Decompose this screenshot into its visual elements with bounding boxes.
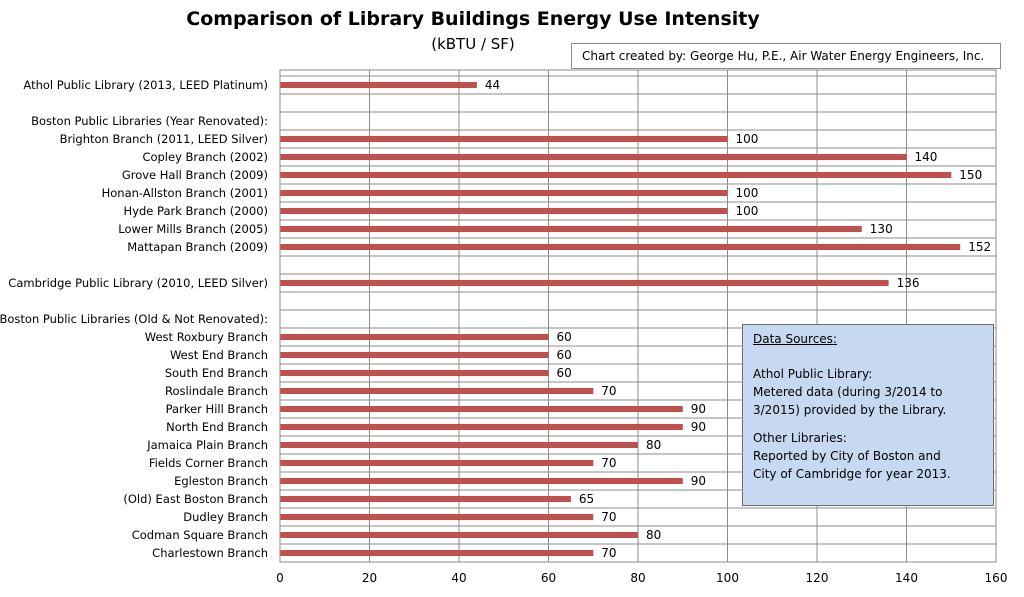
credit-box: Chart created by: George Hu, P.E., Air W…: [571, 43, 1001, 69]
chart-subtitle: (kBTU / SF): [431, 35, 515, 53]
data-label: 136: [897, 276, 920, 290]
category-label: West Roxbury Branch: [145, 330, 268, 344]
category-label: West End Branch: [170, 348, 268, 362]
athol-line-1: Metered data (during 3/2014 to: [753, 385, 943, 399]
data-label: 70: [601, 510, 616, 524]
bar: [280, 478, 683, 484]
category-label: Honan-Allston Branch (2001): [102, 186, 268, 200]
other-heading: Other Libraries:: [753, 431, 847, 445]
data-label: 90: [691, 474, 706, 488]
category-label: Hyde Park Branch (2000): [124, 204, 268, 218]
x-axis-ticks: 0 20 40 60 80 100 120 140 160: [276, 571, 1007, 585]
data-label: 140: [915, 150, 938, 164]
bar: [280, 226, 862, 232]
data-sources-box: Data Sources: Athol Public Library: Mete…: [742, 324, 994, 506]
data-label: 90: [691, 420, 706, 434]
bar: [280, 460, 594, 466]
spacer: [753, 419, 983, 429]
category-label: Cambridge Public Library (2010, LEED Sil…: [8, 276, 268, 290]
bar: [280, 352, 549, 358]
category-label: Brighton Branch (2011, LEED Silver): [60, 132, 268, 146]
category-label: Lower Mills Branch (2005): [118, 222, 268, 236]
bar: [280, 550, 594, 556]
category-label: Boston Public Libraries (Year Renovated)…: [31, 114, 268, 128]
bar: [280, 334, 549, 340]
category-label: Parker Hill Branch: [166, 402, 268, 416]
x-tick-label: 160: [985, 571, 1008, 585]
bar: [280, 442, 638, 448]
data-label: 152: [968, 240, 991, 254]
data-label: 70: [601, 384, 616, 398]
bar: [280, 406, 683, 412]
data-label: 65: [579, 492, 594, 506]
x-tick-label: 40: [451, 571, 466, 585]
data-label: 150: [959, 168, 982, 182]
category-label: Egleston Branch: [174, 474, 268, 488]
data-sources-title: Data Sources:: [753, 332, 837, 346]
athol-heading: Athol Public Library:: [753, 367, 873, 381]
data-labels: 44 100 140 150 100 100 130 152 136 60 60 60 70 90 90 80…: [485, 78, 991, 560]
data-label: 100: [736, 204, 759, 218]
category-label: Copley Branch (2002): [142, 150, 268, 164]
bar: [280, 154, 907, 160]
bar: [280, 514, 594, 520]
category-label: Athol Public Library (2013, LEED Platinu…: [23, 78, 268, 92]
data-label: 60: [557, 348, 572, 362]
category-label: (Old) East Boston Branch: [123, 492, 268, 506]
bar: [280, 244, 961, 250]
bar: [280, 280, 889, 286]
bar: [280, 388, 594, 394]
bar: [280, 190, 728, 196]
data-label: 60: [557, 366, 572, 380]
x-tick-label: 80: [630, 571, 645, 585]
bar: [280, 82, 477, 88]
data-label: 100: [736, 132, 759, 146]
bar: [280, 496, 571, 502]
data-label: 80: [646, 528, 661, 542]
bar: [280, 172, 952, 178]
category-label: South End Branch: [165, 366, 268, 380]
x-tick-label: 140: [895, 571, 918, 585]
category-labels: Athol Public Library (2013, LEED Platinu…: [0, 78, 268, 560]
bar: [280, 532, 638, 538]
credit-text: Chart created by: George Hu, P.E., Air W…: [582, 49, 985, 63]
category-label: Dudley Branch: [183, 510, 268, 524]
x-tick-label: 20: [362, 571, 377, 585]
data-label: 60: [557, 330, 572, 344]
bar: [280, 370, 549, 376]
bar: [280, 136, 728, 142]
other-line-1: Reported by City of Boston and: [753, 449, 941, 463]
category-label: Codman Square Branch: [132, 528, 268, 542]
bar: [280, 208, 728, 214]
bars: [280, 82, 961, 556]
category-label: Boston Public Libraries (Old & Not Renov…: [0, 312, 268, 326]
data-label: 70: [601, 546, 616, 560]
other-line-2: City of Cambridge for year 2013.: [753, 467, 951, 481]
category-label: Jamaica Plain Branch: [146, 438, 268, 452]
x-tick-label: 100: [716, 571, 739, 585]
data-label: 80: [646, 438, 661, 452]
data-label: 90: [691, 402, 706, 416]
chart-title: Comparison of Library Buildings Energy U…: [186, 8, 760, 30]
category-label: Charlestown Branch: [152, 546, 268, 560]
category-label: Fields Corner Branch: [149, 456, 268, 470]
category-label: North End Branch: [166, 420, 268, 434]
category-label: Mattapan Branch (2009): [127, 240, 268, 254]
x-tick-label: 60: [541, 571, 556, 585]
data-label: 70: [601, 456, 616, 470]
data-label: 130: [870, 222, 893, 236]
data-label: 44: [485, 78, 500, 92]
category-label: Roslindale Branch: [165, 384, 268, 398]
x-tick-label: 120: [806, 571, 829, 585]
data-label: 100: [736, 186, 759, 200]
athol-line-2: 3/2015) provided by the Library.: [753, 403, 947, 417]
category-label: Grove Hall Branch (2009): [122, 168, 268, 182]
plot-border: [279, 69, 997, 563]
bar: [280, 424, 683, 430]
x-tick-label: 0: [276, 571, 284, 585]
